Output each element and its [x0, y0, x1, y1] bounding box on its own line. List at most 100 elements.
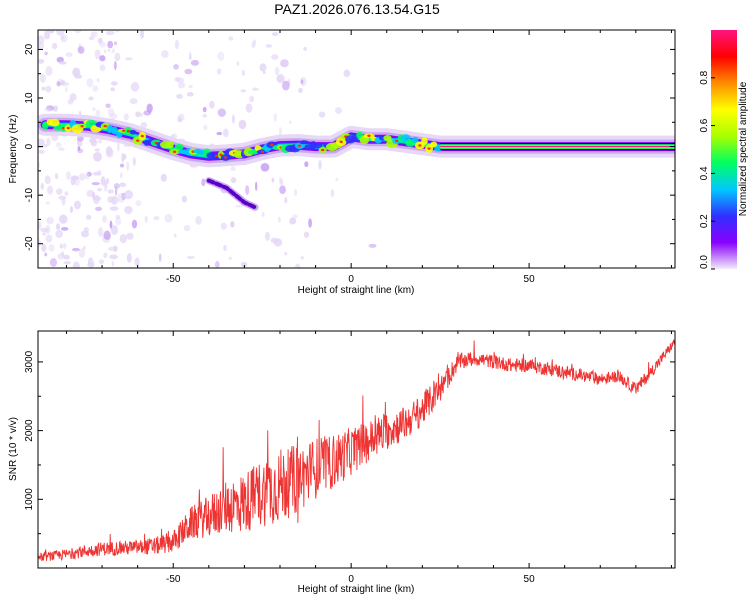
- spectrogram-peak-cell: [122, 129, 126, 132]
- spectrogram-noise-speck: [230, 166, 236, 172]
- spectrogram-noise-speck: [113, 245, 118, 253]
- spectrogram-noise-speck: [46, 137, 51, 146]
- spectrogram-noise-speck: [184, 68, 193, 75]
- spectrogram-y-axis-label: Frequency (Hz): [8, 115, 19, 184]
- spectrogram-noise-speck: [87, 261, 95, 268]
- spectrogram-noise-speck: [368, 243, 377, 248]
- spectrogram-noise-speck: [271, 54, 279, 60]
- spectrogram-peak-cell: [140, 134, 144, 138]
- spectrogram-trace-layer: [38, 113, 675, 211]
- spectrogram-noise-speck: [279, 185, 286, 195]
- spectrogram-noise-speck: [74, 30, 82, 34]
- colorbar-scale: [711, 30, 737, 269]
- spectrogram-noise-speck: [109, 220, 113, 229]
- colorbar-tick-label: 0.6: [699, 118, 710, 132]
- spectrogram-noise-speck: [65, 171, 72, 181]
- spectrogram-noise-speck: [51, 42, 58, 50]
- spectrogram-noise-speck: [190, 59, 200, 66]
- snr-y-tick-label: 2000: [24, 419, 35, 442]
- spectrogram-noise-speck: [55, 223, 61, 231]
- spectrogram-noise-speck: [230, 221, 235, 228]
- spectrogram-noise-speck: [107, 48, 111, 53]
- spectrogram-peak-cell: [126, 129, 130, 133]
- spectrogram-noise-speck: [55, 188, 63, 196]
- spectrogram-energy-cell: [254, 145, 262, 152]
- spectrogram-noise-speck: [63, 261, 71, 265]
- spectrogram-energy-cell: [247, 149, 259, 155]
- spectrogram-x-axis-label: Height of straight line (km): [298, 285, 415, 296]
- spectrogram-x-tick-label: -50: [166, 274, 181, 285]
- spectrogram-noise-speck: [140, 30, 145, 39]
- spectrogram-noise-speck: [61, 251, 64, 257]
- spectrogram-noise-speck: [94, 148, 101, 152]
- spectrogram-y-tick-label: 0: [24, 143, 35, 149]
- spectrogram-noise-speck: [201, 178, 206, 187]
- spectrogram-noise-speck: [91, 182, 101, 186]
- spectrogram-noise-speck: [82, 246, 86, 251]
- spectrogram-noise-speck: [292, 214, 298, 219]
- spectrogram-noise-speck: [105, 103, 111, 109]
- spectrogram-noise-speck: [195, 215, 202, 225]
- colorbar-tick-label: 0.0: [699, 255, 710, 269]
- spectrogram-noise-speck: [186, 92, 194, 97]
- spectrogram-noise-speck: [235, 204, 244, 208]
- colorbar-label: Normalized spectral amplitude: [738, 81, 749, 216]
- spectrogram-noise-speck: [55, 142, 62, 148]
- spectrogram-noise-speck: [217, 51, 225, 61]
- spectrogram-noise-speck: [44, 175, 51, 185]
- spectrogram-noise-speck: [95, 109, 101, 118]
- spectrogram-energy-cell: [430, 141, 438, 148]
- spectrogram-noise-speck: [89, 137, 97, 144]
- spectrogram-noise-speck: [298, 87, 303, 94]
- spectrogram-noise-speck: [274, 66, 280, 76]
- spectrogram-noise-speck: [114, 186, 118, 196]
- spectrogram-noise-speck: [70, 177, 76, 186]
- colorbar-tick-label: 0.8: [699, 70, 710, 84]
- spectrogram-noise-speck: [90, 31, 98, 38]
- spectrogram-noise-speck: [289, 120, 292, 125]
- spectrogram-frame: [37, 29, 676, 269]
- spectrogram-noise-speck: [249, 95, 255, 103]
- spectrogram-noise-speck: [119, 182, 127, 188]
- spectrogram-noise-speck: [119, 163, 124, 168]
- spectrogram-x-tick-label: 50: [524, 274, 536, 285]
- spectrogram-noise-speck: [41, 86, 46, 91]
- snr-x-axis-label: Height of straight line (km): [298, 584, 415, 595]
- spectrogram-noise-speck: [61, 35, 64, 40]
- spectrogram-noise-speck: [103, 182, 108, 192]
- spectrogram-noise-speck: [164, 213, 173, 223]
- spectrogram-noise-speck: [38, 239, 42, 248]
- spectrogram-noise-speck: [300, 256, 304, 260]
- spectrogram-noise-speck: [261, 211, 265, 217]
- spectrogram-noise-speck: [300, 79, 304, 84]
- spectrogram-noise-speck: [129, 98, 138, 105]
- spectrogram-noise-speck: [217, 108, 226, 117]
- spectrogram-noise-speck: [69, 93, 77, 101]
- spectrogram-noise-speck: [130, 82, 140, 92]
- spectrogram-noise-speck: [64, 87, 68, 92]
- spectrogram-noise-speck: [161, 50, 169, 59]
- spectrogram-noise-speck: [295, 263, 301, 268]
- spectrogram-noise-speck: [94, 49, 101, 60]
- spectrogram-noise-speck: [284, 196, 288, 204]
- spectrogram-noise-speck: [83, 227, 89, 233]
- spectrogram-noise-speck: [318, 160, 322, 170]
- spectrogram-noise-speck: [276, 74, 285, 84]
- spectrogram-noise-speck: [278, 127, 282, 137]
- spectrogram-peak-cell: [219, 153, 223, 156]
- spectrogram-noise-speck: [86, 78, 94, 88]
- spectrogram-noise-speck: [59, 61, 67, 65]
- spectrogram-noise-speck: [134, 257, 140, 267]
- spectrogram-noise-speck: [105, 146, 113, 156]
- spectrogram-noise-speck: [294, 188, 298, 197]
- spectrogram-noise-speck: [231, 114, 235, 124]
- spectrogram-noise-speck: [228, 256, 233, 260]
- spectrogram-noise-speck: [99, 55, 106, 62]
- spectrogram-noise-speck: [74, 176, 80, 187]
- spectrogram-noise-speck: [216, 68, 222, 75]
- spectrogram-noise-speck: [44, 51, 48, 56]
- spectrogram-axes: -50 0 50 -20 -10 0 10 20: [24, 30, 675, 285]
- spectrogram-noise-speck: [113, 41, 118, 46]
- spectrogram-noise-speck: [230, 177, 237, 184]
- spectrogram-noise-speck: [79, 173, 85, 181]
